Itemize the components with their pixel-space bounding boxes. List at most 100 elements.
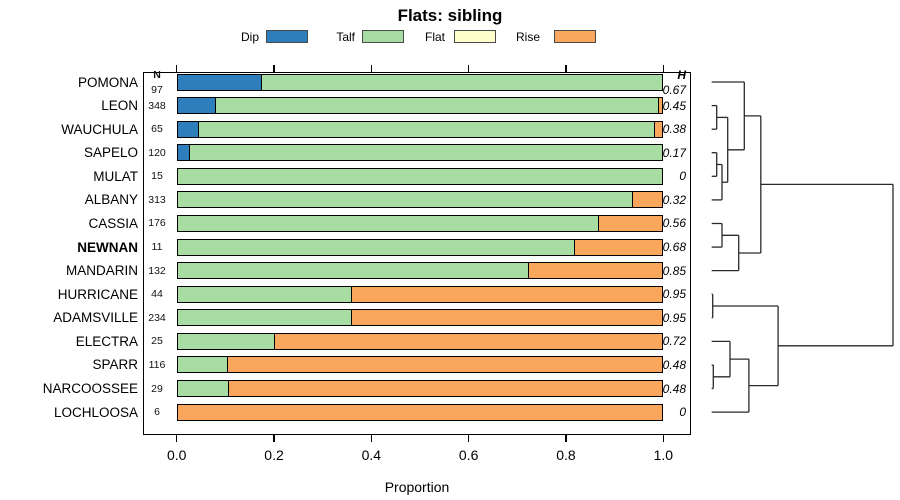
x-tick-label: 0.6 <box>458 447 479 463</box>
n-value: 65 <box>151 123 163 136</box>
row-label: LOCHLOOSA <box>53 404 138 420</box>
stacked-bar <box>176 332 664 350</box>
bottom-tick <box>565 435 567 442</box>
bar-segment-rise <box>274 333 663 349</box>
bar-segment-talf <box>199 121 655 137</box>
top-tick <box>273 65 275 72</box>
bar-segment-dip <box>177 145 190 161</box>
h-value: 0.32 <box>662 192 686 207</box>
bar-segment-rise <box>227 357 663 373</box>
bar-segment-talf <box>177 333 275 349</box>
h-value: 0.48 <box>662 381 686 396</box>
x-tick-label: 0.2 <box>264 447 284 463</box>
top-tick <box>565 65 567 72</box>
row-label: LEON <box>101 98 138 114</box>
stacked-bar <box>176 285 664 303</box>
row-label: SPARR <box>92 357 138 373</box>
bar-segment-rise <box>655 121 663 137</box>
n-value: 15 <box>151 170 163 183</box>
h-value: 0.45 <box>662 98 686 113</box>
legend-swatch-flat <box>454 30 496 43</box>
bottom-tick <box>273 435 275 442</box>
bar-segment-rise <box>658 98 663 114</box>
dendrogram <box>711 81 894 413</box>
h-value: 0.67 <box>662 83 686 97</box>
stacked-bar <box>176 120 664 138</box>
legend-swatch-rise <box>554 30 596 43</box>
row-label: MANDARIN <box>65 263 138 279</box>
row-label: ELECTRA <box>75 333 138 349</box>
n-value: 132 <box>148 264 166 277</box>
stacked-bar <box>176 73 664 91</box>
top-tick <box>175 65 178 72</box>
bottom-tick <box>467 435 470 442</box>
legend-swatch-dip <box>266 30 308 43</box>
h-value: 0.68 <box>662 240 686 255</box>
bar-segment-talf <box>177 168 663 184</box>
bar-segment-rise <box>352 286 663 302</box>
stacked-bar <box>176 238 664 256</box>
top-tick <box>370 65 373 72</box>
row-label: NEWNAN <box>77 239 138 255</box>
top-tick <box>662 65 665 72</box>
bar-segment-rise <box>352 310 663 326</box>
chart-title: Flats: sibling <box>397 6 503 25</box>
legend-label-dip: Dip <box>240 30 259 44</box>
x-axis-title: Proportion <box>384 479 450 495</box>
n-value: 348 <box>148 99 166 112</box>
row-label: ADAMSVILLE <box>53 310 138 326</box>
stacked-bar <box>176 167 664 185</box>
bar-segment-talf <box>177 263 530 279</box>
bottom-tick <box>175 435 178 442</box>
n-value: 120 <box>148 146 166 159</box>
n-value: 97 <box>151 84 163 96</box>
bar-segment-rise <box>633 192 663 208</box>
n-value: 313 <box>148 193 166 206</box>
n-value: 11 <box>151 241 163 254</box>
bar-segment-rise <box>177 404 663 420</box>
bottom-tick <box>370 435 373 442</box>
bar-segment-talf <box>177 310 353 326</box>
stacked-bar <box>176 309 664 327</box>
h-column-header: H <box>677 68 686 82</box>
plot-border <box>143 72 691 435</box>
h-value: 0.85 <box>662 263 686 278</box>
bar-segment-rise <box>529 263 663 279</box>
n-value: 234 <box>148 311 166 324</box>
h-value: 0.38 <box>662 122 686 137</box>
stacked-bar <box>176 262 664 280</box>
bar-segment-talf <box>177 239 576 255</box>
h-value: 0.95 <box>662 287 686 302</box>
row-label: SAPELO <box>83 145 138 161</box>
bar-segment-talf <box>177 357 228 373</box>
bar-segment-dip <box>177 121 200 137</box>
h-value: 0.48 <box>662 357 686 372</box>
n-value: 116 <box>148 358 166 371</box>
bar-segment-talf <box>262 74 663 90</box>
h-value: 0.95 <box>662 310 686 325</box>
top-tick <box>467 65 470 72</box>
bar-segment-talf <box>177 286 353 302</box>
n-value: 29 <box>151 382 163 395</box>
x-tick-label: 1.0 <box>653 447 674 463</box>
stacked-bar <box>176 97 664 115</box>
bar-segment-rise <box>599 215 663 231</box>
n-value: 6 <box>154 406 160 419</box>
legend-label-rise: Rise <box>515 30 540 44</box>
bar-segment-talf <box>216 98 659 114</box>
row-label: MULAT <box>93 168 138 184</box>
row-label: CASSIA <box>88 215 138 231</box>
h-value: 0.17 <box>662 145 686 160</box>
row-label: WAUCHULA <box>61 121 138 137</box>
bar-segment-dip <box>177 74 263 90</box>
stacked-bar <box>176 144 664 162</box>
x-tick-label: 0.4 <box>361 447 382 463</box>
n-column-header: N <box>153 69 161 81</box>
legend-label-flat: Flat <box>424 30 445 44</box>
row-label: ALBANY <box>84 192 138 208</box>
row-label: POMONA <box>77 74 138 90</box>
legend-swatch-talf <box>362 30 404 43</box>
bar-segment-talf <box>177 381 229 397</box>
bar-segment-talf <box>177 215 600 231</box>
